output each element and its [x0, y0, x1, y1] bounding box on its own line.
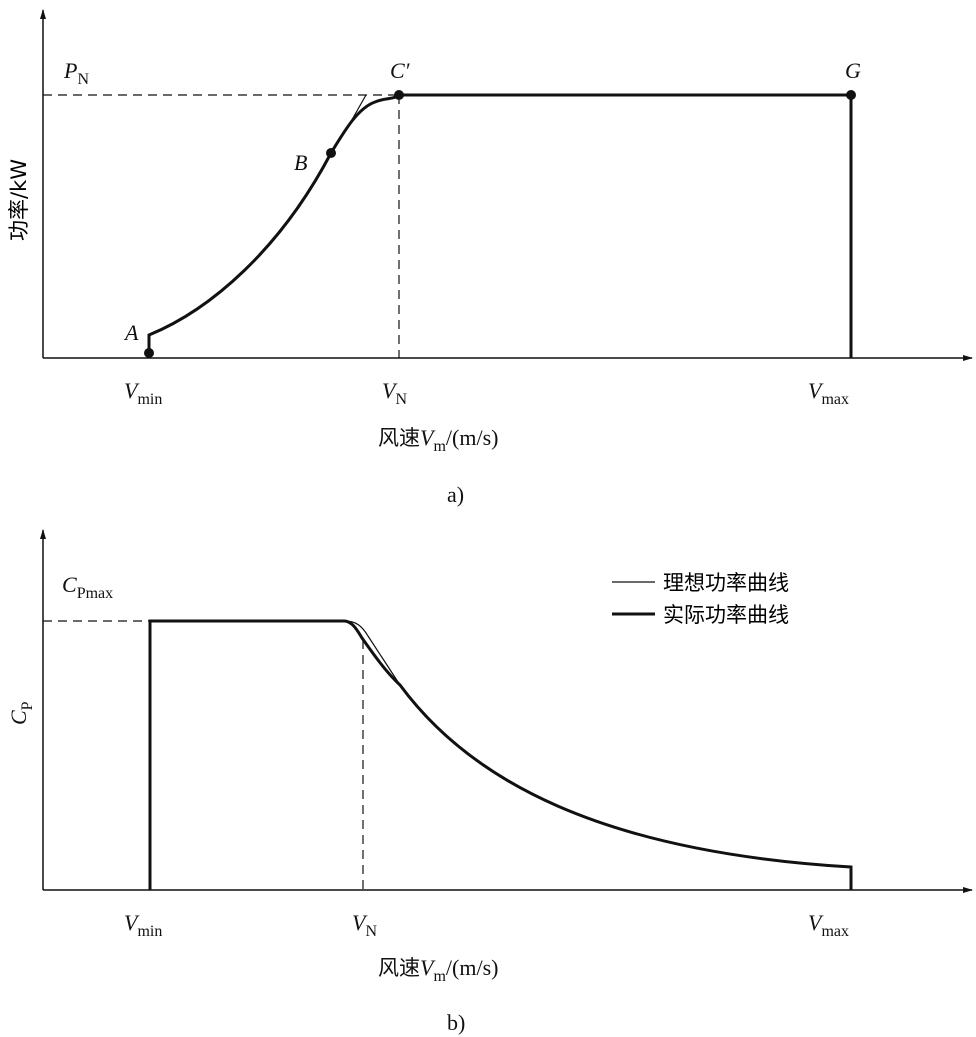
x-tick-vmin-a: Vmin: [124, 378, 162, 408]
power-curve: [147, 93, 853, 358]
point-c-prime: [394, 90, 404, 100]
point-a: [144, 348, 154, 358]
point-g-label: G: [845, 58, 861, 83]
y-axis-label-b: CP: [6, 701, 36, 725]
x-tick-vn-a: VN: [382, 378, 407, 408]
chart-b: 理想功率曲线 实际功率曲线 CPmax CP Vmin VN Vmax 风速Vm…: [6, 529, 973, 1035]
cpmax-label: CPmax: [62, 572, 113, 602]
point-b: [326, 148, 336, 158]
actual-cp-curve: [148, 619, 853, 890]
x-axis-label-b: 风速Vm/(m/s): [378, 955, 498, 985]
legend-ideal-label: 理想功率曲线: [663, 571, 789, 595]
point-c-prime-label: C′: [390, 58, 411, 83]
rated-power-label: PN: [63, 58, 89, 88]
point-b-label: B: [294, 150, 307, 175]
panel-label-b: b): [447, 1010, 465, 1035]
x-tick-vmax-b: Vmax: [808, 910, 849, 940]
legend-actual-label: 实际功率曲线: [663, 603, 789, 627]
panel-label-a: a): [447, 482, 464, 507]
chart-a: PN A B C′ G Vmin VN Vmax 风速Vm/(m/s) 功率/k…: [7, 9, 973, 507]
point-g: [846, 90, 856, 100]
x-tick-vmax-a: Vmax: [808, 378, 849, 408]
point-a-label: A: [123, 320, 139, 345]
x-axis-label-a: 风速Vm/(m/s): [378, 425, 498, 455]
y-axis-label-a: 功率/kW: [7, 159, 31, 241]
x-tick-vn-b: VN: [352, 910, 377, 940]
x-tick-vmin-b: Vmin: [124, 910, 162, 940]
